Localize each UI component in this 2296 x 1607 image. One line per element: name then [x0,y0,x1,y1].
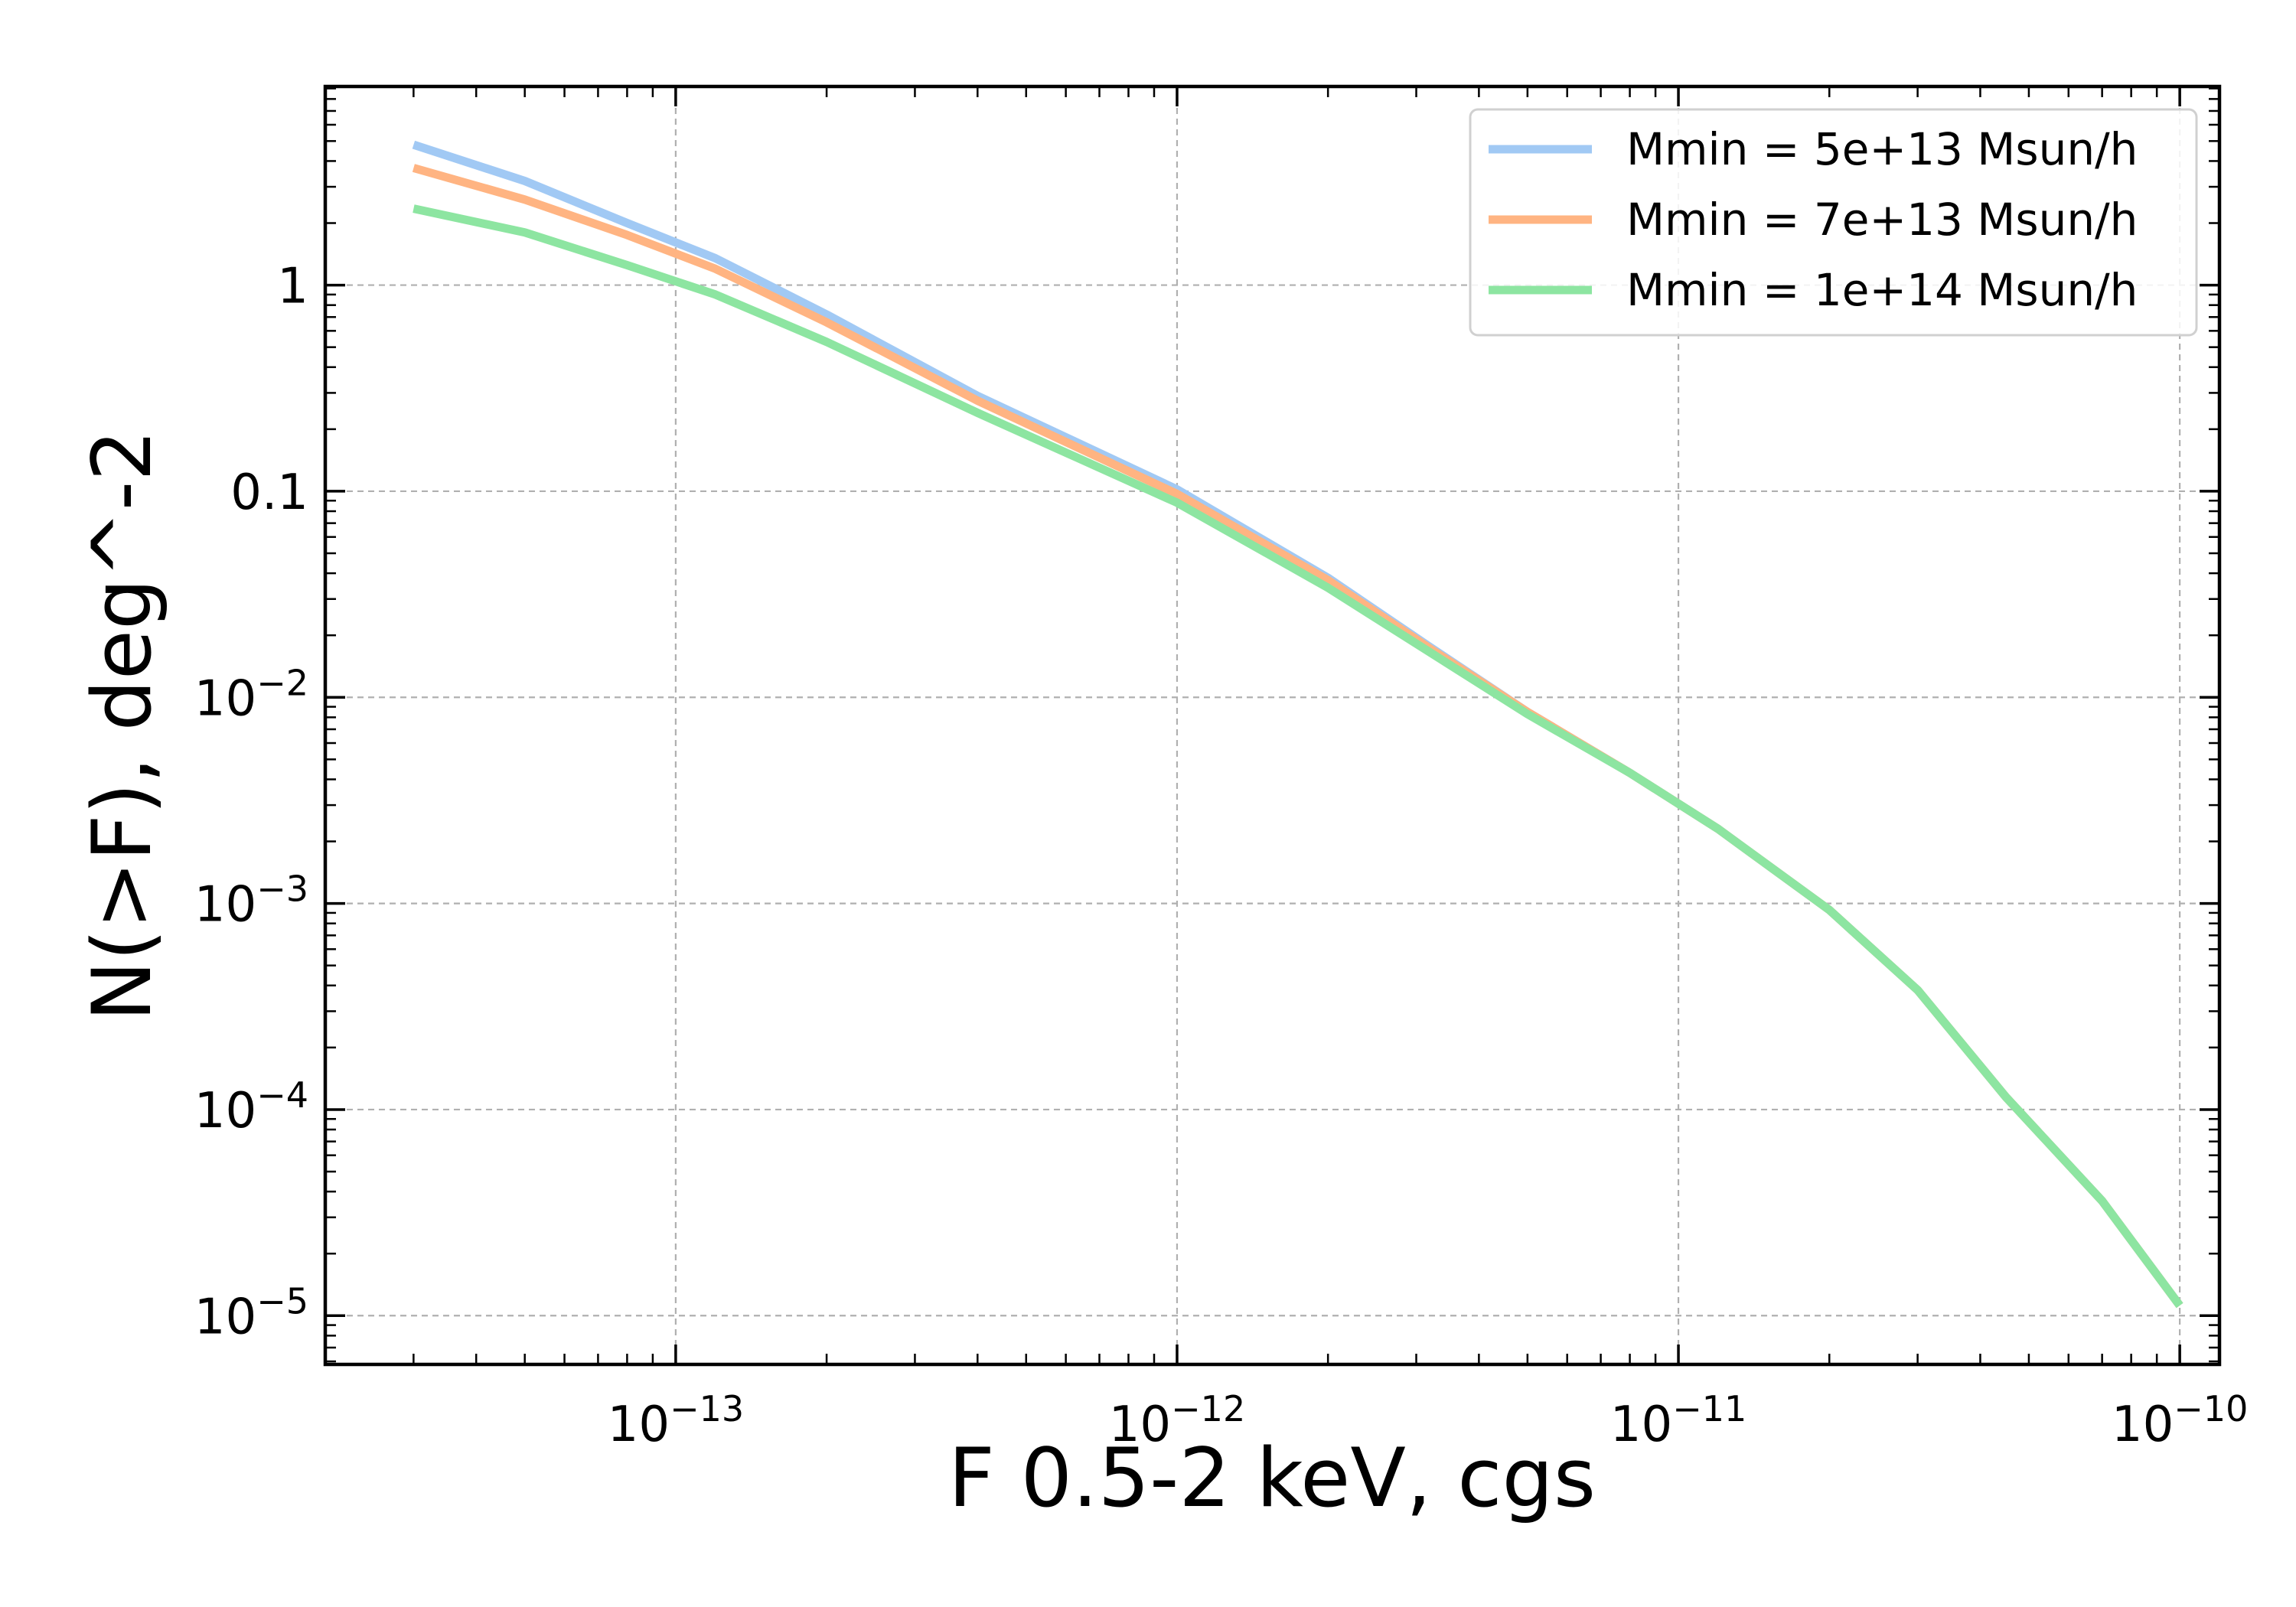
plot-frame [323,84,2222,1367]
series-line-3 [413,204,2183,1309]
y-axis-title: N(>F), deg^-2 [75,429,169,1021]
major-ticks [325,86,2219,1364]
x-axis-title: F 0.5-2 keV, cgs [948,1431,1596,1525]
legend: Mmin = 5e+13 Msun/h Mmin = 7e+13 Msun/h Mm… [1469,108,2198,337]
x-tick-labels: 10−13 10−12 10−11 10−10 [608,1388,2249,1453]
y-tick-labels: 1 0.1 10−2 10−3 10−4 10−5 [194,259,308,1346]
y-tick-label: 1 [277,259,308,315]
legend-entries: Mmin = 5e+13 Msun/h Mmin = 7e+13 Msun/h Mm… [1489,123,2138,316]
x-tick-label: 10−11 [1610,1388,1747,1453]
legend-label-1: Mmin = 5e+13 Msun/h [1626,123,2138,175]
x-tick-label: 10−12 [1109,1388,1246,1453]
y-tick-label: 10−2 [194,662,308,727]
y-tick-label: 10−5 [194,1280,308,1345]
y-tick-label: 0.1 [230,464,308,521]
minor-ticks [325,86,2219,1364]
series-lines [412,140,2183,1309]
y-tick-label: 10−4 [194,1074,308,1139]
y-tick-label: 10−3 [194,869,308,934]
legend-label-3: Mmin = 1e+14 Msun/h [1626,264,2138,316]
x-tick-label: 10−13 [608,1388,745,1453]
x-tick-label: 10−10 [2112,1388,2249,1453]
legend-box [1469,108,2198,337]
legend-label-2: Mmin = 7e+13 Msun/h [1626,194,2138,246]
